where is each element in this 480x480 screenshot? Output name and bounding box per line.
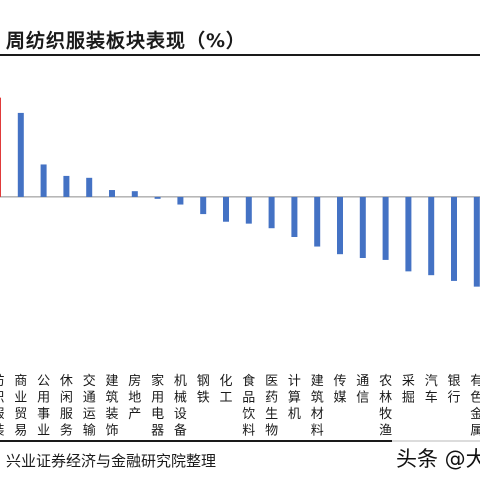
bar-4: [86, 177, 93, 197]
tick-label-11: 食品饮料: [242, 373, 255, 439]
bar-7: [154, 196, 161, 199]
bar-1: [17, 112, 24, 197]
tick-label-21: 有色金属: [470, 374, 480, 439]
title-rule: [0, 54, 480, 56]
tick-label-16: 通信: [356, 374, 369, 406]
bar-6: [131, 191, 138, 197]
tick-label-2: 公用事业: [37, 374, 50, 439]
bar-chart: 纺织服装 商业贸易公用事业休闲服务交通运输建筑装饰房地产家用电器机械设备钢铁化工食…: [0, 97, 480, 439]
chart-title: 周纺织服装板块表现（%）: [6, 30, 247, 52]
tick-label-20: 银行: [447, 374, 460, 406]
tick-label-18: 采掘: [402, 374, 415, 406]
bar-19: [428, 196, 435, 276]
tick-label-4: 交通运输: [83, 373, 96, 439]
bar-12: [268, 196, 275, 229]
bar-13: [291, 196, 298, 237]
bar-8: [177, 196, 184, 205]
tick-label-3: 休闲服务: [60, 374, 73, 439]
watermark: 头条 @大: [392, 440, 480, 476]
bar-17: [382, 196, 389, 260]
bar-3: [63, 175, 70, 197]
source-note: 兴业证券经济与金融研究院整理: [6, 452, 217, 470]
tick-label-6: 房地产: [128, 373, 141, 422]
bar-18: [405, 196, 412, 272]
bar-10: [223, 196, 229, 222]
tick-label-7: 家用电器: [151, 373, 164, 439]
tick-label-5: 建筑装饰: [105, 374, 118, 439]
tick-label-13: 计算机: [288, 374, 301, 422]
tick-label-12: 医药生物: [265, 374, 278, 439]
tick-label-0: 纺织服装: [0, 374, 5, 439]
bar-11: [245, 196, 252, 224]
tick-label-1: 商业贸易: [14, 374, 27, 439]
tick-label-14: 建筑材料: [311, 374, 324, 439]
bar-14: [314, 196, 321, 247]
bar-9: [200, 196, 207, 215]
bar-21: [473, 196, 480, 287]
tick-label-19: 汽车: [425, 374, 438, 406]
tick-label-17: 农林牧渔: [379, 374, 392, 439]
bar-2: [40, 164, 47, 197]
tick-label-10: 化工: [219, 374, 232, 406]
bar-16: [359, 196, 366, 258]
bar-0: [0, 97, 1, 197]
footer-rule: [0, 440, 480, 442]
tick-label-15: 传媒: [333, 374, 346, 406]
bar-20: [451, 196, 457, 281]
tick-label-8: 机械设备: [174, 374, 187, 439]
bar-5: [109, 190, 115, 197]
tick-label-9: 钢铁: [197, 374, 210, 406]
bar-15: [337, 196, 343, 255]
